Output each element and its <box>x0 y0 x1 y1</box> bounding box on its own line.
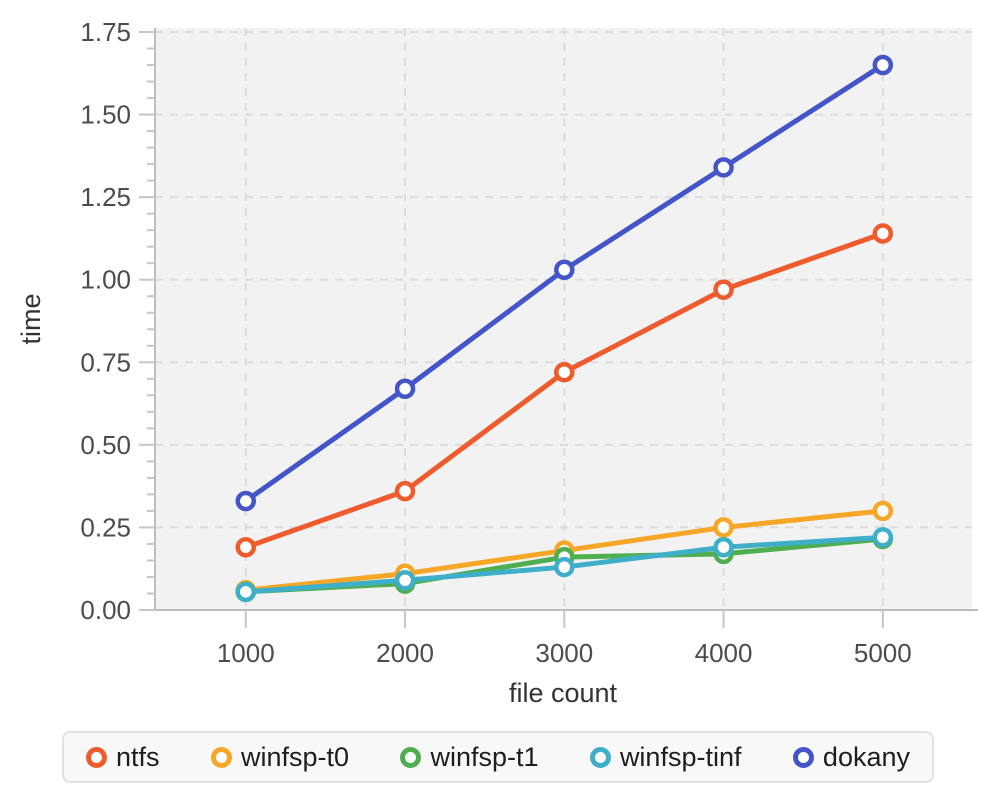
x-tick-label: 2000 <box>376 638 434 668</box>
data-point-dokany <box>713 157 734 178</box>
chart-legend: ntfs winfsp-t0 winfsp-t1 winfsp-tinf dokany <box>62 731 934 783</box>
chart-canvas: 0.00 0.25 0.50 0.75 1.00 1.25 1.50 1.75 1000 2000… <box>16 17 978 708</box>
data-point-dokany <box>235 490 257 512</box>
data-point-dokany <box>872 54 894 76</box>
data-point-ntfs <box>554 361 575 383</box>
y-tick-label: 0.25 <box>80 512 131 542</box>
x-tick-label: 5000 <box>854 638 912 668</box>
data-point-winfsp-tinf <box>713 536 734 558</box>
legend-label: dokany <box>822 741 910 772</box>
y-tick-label: 1.50 <box>80 100 131 130</box>
y-tick-label: 0.75 <box>80 347 131 377</box>
x-tick-label: 3000 <box>535 638 593 668</box>
legend-item-winfsp-tinf: winfsp-tinf <box>589 741 742 772</box>
legend-item-winfsp-t0: winfsp-t0 <box>210 741 350 772</box>
data-point-winfsp-tinf <box>872 527 894 548</box>
y-tick-label: 0.50 <box>80 430 131 460</box>
data-point-ntfs <box>235 536 257 558</box>
y-tick-label: 1.25 <box>80 182 131 212</box>
data-point-dokany <box>554 259 575 281</box>
data-point-dokany <box>394 378 416 399</box>
legend-marker-winfsp-t0-icon <box>210 746 232 768</box>
data-point-winfsp-tinf <box>554 556 575 578</box>
legend-label: ntfs <box>116 741 160 772</box>
legend-label: winfsp-tinf <box>619 741 742 772</box>
legend-marker-winfsp-t1-icon <box>400 746 422 768</box>
legend-label: winfsp-t1 <box>430 741 539 772</box>
data-point-winfsp-tinf <box>235 581 257 603</box>
data-point-ntfs <box>394 480 416 502</box>
legend-marker-winfsp-tinf-icon <box>589 746 611 768</box>
x-tick-label: 4000 <box>695 638 753 668</box>
y-tick-label: 0.00 <box>80 595 131 625</box>
legend-item-dokany: dokany <box>792 741 910 772</box>
data-point-ntfs <box>872 223 894 244</box>
legend-marker-dokany-icon <box>792 746 814 768</box>
data-point-winfsp-t0 <box>872 500 894 522</box>
x-axis-label: file count <box>509 678 618 708</box>
y-tick-label: 1.75 <box>80 17 131 47</box>
x-tick-label: 1000 <box>217 638 275 668</box>
data-point-winfsp-t0 <box>713 517 734 538</box>
legend-item-winfsp-t1: winfsp-t1 <box>400 741 539 772</box>
legend-label: winfsp-t0 <box>240 741 350 772</box>
data-point-ntfs <box>713 279 734 300</box>
legend-item-ntfs: ntfs <box>86 741 160 772</box>
y-tick-label: 1.00 <box>80 265 131 295</box>
legend-marker-ntfs-icon <box>86 746 107 768</box>
data-point-winfsp-tinf <box>394 570 416 591</box>
y-axis-label: time <box>16 293 46 344</box>
